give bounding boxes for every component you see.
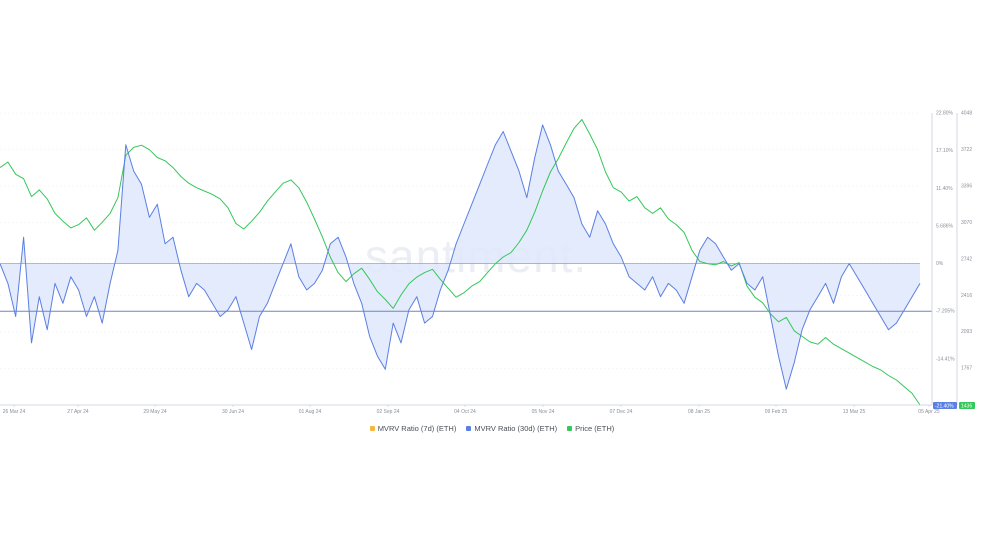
y-right-tick-label: 2416	[961, 293, 972, 299]
x-tick-label: 04 Oct 24	[454, 409, 476, 415]
legend-label-mvrv-7d: MVRV Ratio (7d) (ETH)	[377, 424, 457, 433]
mvrv-30d-line-group	[0, 124, 921, 390]
y-left-tick-label: -14.41%	[936, 356, 955, 362]
x-axis-ticks: 26 Mar 24 27 Apr 24 29 May 24 30 Jun 24 01 A…	[3, 405, 940, 415]
x-tick-label: 05 Nov 24	[532, 409, 555, 415]
mvrv-30d-line	[0, 124, 921, 390]
y-left-tick-label: 0%	[936, 261, 944, 267]
axes	[0, 113, 958, 406]
y-left-tick-label: 22.80%	[936, 111, 954, 117]
legend-item-mvrv-7d[interactable]: MVRV Ratio (7d) (ETH)	[369, 424, 457, 433]
mvrv-30d-fill	[0, 124, 920, 390]
y-right-ticks: 4048 3722 3396 3070 2742 2416 2093 1767	[961, 111, 972, 372]
x-tick-label: 30 Jun 24	[222, 409, 244, 415]
price-latest-badge	[959, 402, 975, 409]
y-right-tick-label: 4048	[961, 111, 972, 117]
y-left-ticks: 22.80% 17.10% 11.40% 5.686% 0% -7.205% -14.41%	[936, 111, 955, 363]
y-right-tick-label: 2093	[961, 329, 972, 335]
price-latest-label: 1436	[961, 404, 972, 410]
y-right-tick-label: 3396	[961, 183, 972, 189]
x-tick-label: 07 Dec 24	[610, 409, 633, 415]
x-tick-label: 13 Mar 25	[843, 409, 866, 415]
legend-label-mvrv-30d: MVRV Ratio (30d) (ETH)	[474, 424, 558, 433]
legend-label-price: Price (ETH)	[575, 424, 615, 433]
y-right-tick-label: 3722	[961, 147, 972, 153]
latest-value-badges: -21.40% 1436	[933, 402, 975, 410]
y-right-tick-label: 2742	[961, 257, 972, 263]
price-line-group	[0, 119, 921, 406]
y-left-tick-label: 17.10%	[936, 148, 954, 154]
x-tick-label: 08 Jan 25	[688, 409, 710, 415]
price-swatch	[567, 426, 573, 431]
legend: MVRV Ratio (7d) (ETH) MVRV Ratio (30d) (…	[0, 424, 984, 433]
mvrv-7d-swatch	[369, 426, 375, 431]
x-tick-label: 05 Apr 25	[918, 409, 940, 415]
mvrv-latest-badge	[933, 402, 957, 409]
x-tick-label: 27 Apr 24	[67, 409, 89, 415]
price-line	[0, 119, 921, 406]
x-tick-label: 09 Feb 25	[765, 409, 788, 415]
legend-item-price[interactable]: Price (ETH)	[567, 424, 614, 433]
mvrv-latest-label: -21.40%	[935, 404, 954, 410]
legend-item-mvrv-30d[interactable]: MVRV Ratio (30d) (ETH)	[466, 424, 557, 433]
y-left-tick-label: 5.686%	[936, 224, 954, 230]
x-tick-label: 26 Mar 24	[3, 409, 26, 415]
x-tick-label: 29 May 24	[143, 409, 167, 415]
y-right-tick-label: 3070	[961, 220, 972, 226]
mvrv-30d-area	[0, 124, 920, 390]
y-left-tick-label: -7.205%	[936, 309, 955, 315]
x-tick-label: 02 Sep 24	[377, 409, 400, 415]
y-left-tick-label: 11.40%	[936, 186, 953, 192]
y-right-tick-label: 1767	[961, 365, 972, 371]
x-tick-label: 01 Aug 24	[299, 409, 322, 415]
mvrv-30d-swatch	[466, 426, 472, 431]
